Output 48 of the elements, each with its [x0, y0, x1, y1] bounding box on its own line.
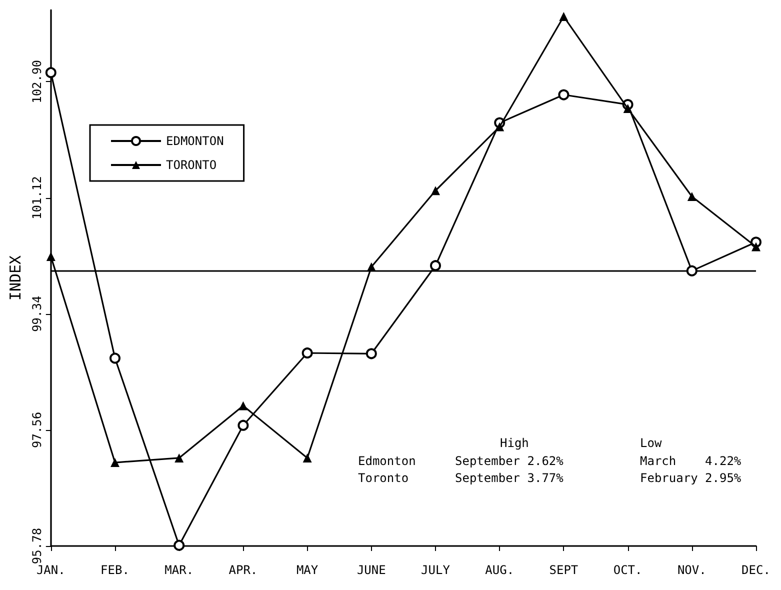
annotation: High [500, 436, 529, 450]
annotation: Edmonton [358, 454, 416, 468]
y-tick-label: 99.34 [30, 296, 44, 332]
point [495, 122, 504, 132]
y-axis-title: INDEX [6, 255, 24, 301]
annotation: March 4.22% [640, 454, 742, 468]
x-tick-label: MAR. [164, 563, 194, 577]
point [110, 352, 120, 364]
point [430, 260, 441, 272]
x-tick-label: DEC. [742, 563, 770, 577]
y-tick-label: 95.78 [30, 528, 44, 564]
point [687, 192, 696, 201]
point [174, 453, 184, 462]
x-tick-label: MAY [296, 563, 319, 577]
point [238, 401, 248, 410]
x-tick-label: OCT. [613, 563, 642, 577]
point [302, 347, 313, 358]
point [623, 104, 632, 113]
x-tick-label: FEB. [100, 563, 130, 577]
x-tick-label: AUG. [485, 563, 514, 577]
x-tick-label: SEPT [549, 563, 578, 577]
x-tick-label: APR. [228, 563, 258, 577]
point [558, 89, 570, 100]
point [238, 420, 249, 431]
annotation: Toronto [358, 471, 409, 485]
point [686, 265, 698, 276]
legend-label: TORONTO [166, 158, 217, 172]
point [431, 186, 440, 196]
point [752, 242, 760, 252]
annotation: February 2.95% [640, 471, 742, 485]
legend-label: EDMONTON [166, 134, 224, 148]
annotation: September 2.62% [455, 454, 564, 468]
point [366, 348, 377, 360]
annotation: Low [640, 436, 662, 450]
point [174, 540, 185, 551]
annotation: September 3.77% [455, 471, 564, 485]
point [110, 458, 120, 468]
x-tick-label: NOV. [677, 563, 706, 577]
x-tick-label: JUNE [356, 563, 386, 577]
point [366, 262, 376, 272]
y-tick-label: 102.90 [30, 60, 44, 104]
point [559, 12, 568, 22]
point [302, 453, 312, 462]
x-tick-label: JAN. [36, 563, 66, 577]
point [45, 67, 56, 78]
y-tick-label: 97.56 [30, 412, 44, 448]
x-tick-label: JULY [421, 563, 451, 577]
y-tick-label: 101.12 [30, 176, 44, 220]
